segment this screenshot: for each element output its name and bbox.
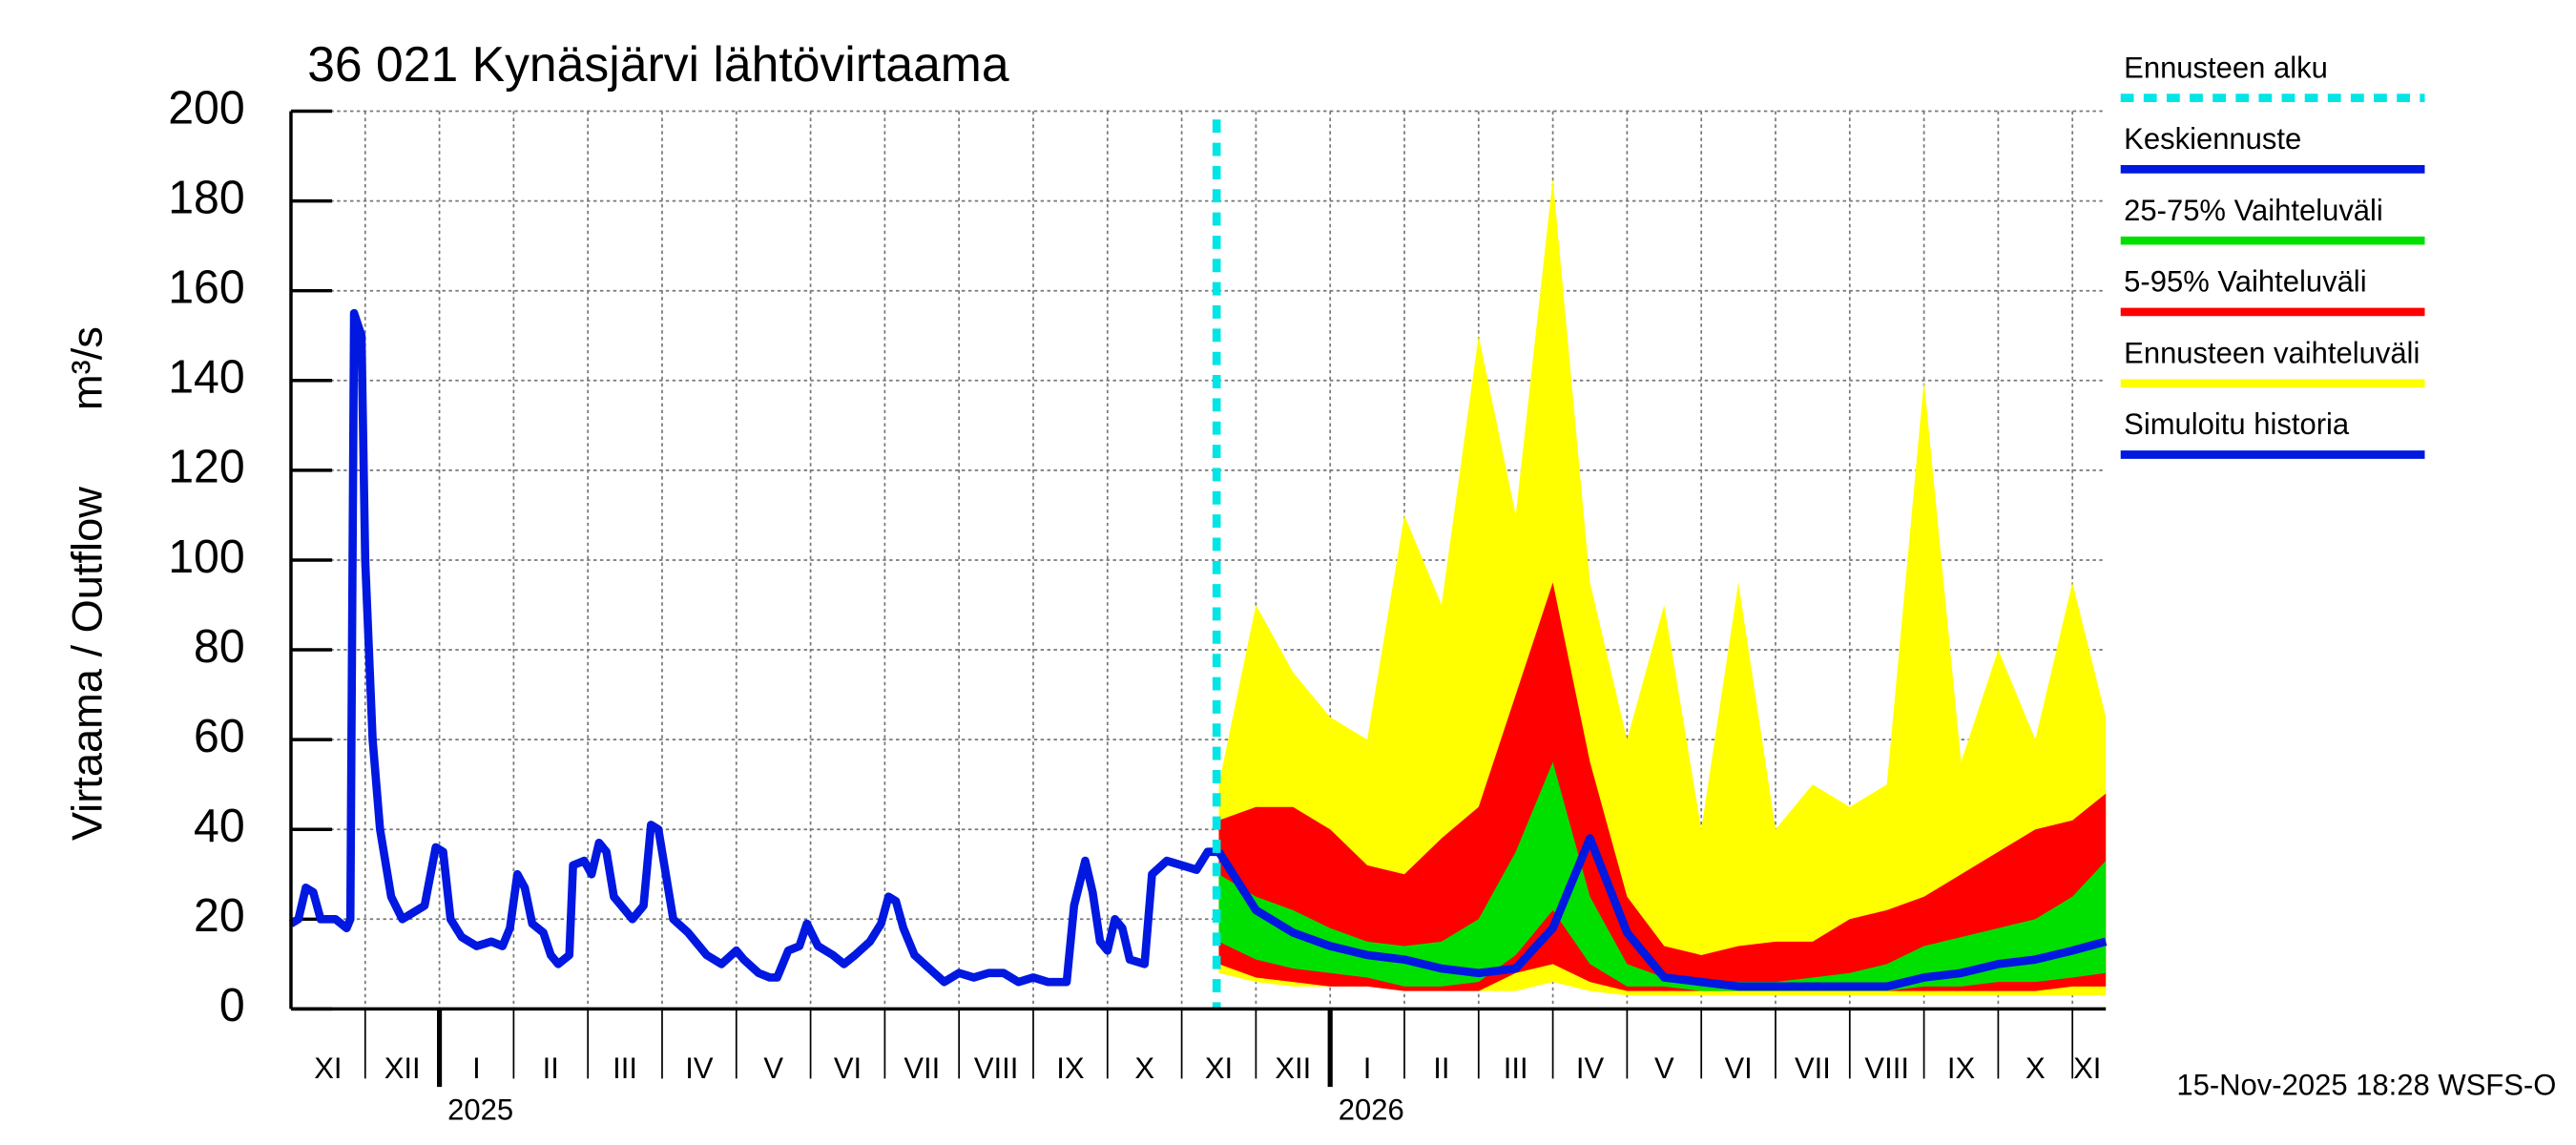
x-tick-label: IX (1947, 1051, 1976, 1085)
x-tick-label: I (1363, 1051, 1372, 1085)
y-tick-label: 60 (194, 711, 245, 762)
y-tick-label: 40 (194, 801, 245, 852)
y-tick-label: 160 (168, 261, 244, 313)
x-tick-label: IX (1056, 1051, 1085, 1085)
forecast-band (1218, 761, 2107, 991)
y-tick-label: 100 (168, 531, 244, 583)
year-label: 2026 (1339, 1093, 1404, 1126)
y-tick-label: 20 (194, 890, 245, 942)
legend-label: Simuloitu historia (2124, 407, 2350, 441)
x-tick-label: VI (834, 1051, 862, 1085)
legend-label: Ennusteen vaihteluväli (2124, 336, 2420, 369)
series-line (288, 308, 1217, 987)
x-tick-label: VIII (974, 1051, 1019, 1085)
y-tick-label: 180 (168, 172, 244, 223)
y-tick-label: 80 (194, 621, 245, 673)
legend-label: Keskiennuste (2124, 122, 2301, 156)
y-tick-label: 120 (168, 442, 244, 493)
y-tick-label: 200 (168, 82, 244, 134)
x-tick-label: XI (1205, 1051, 1233, 1085)
legend-label: 25-75% Vaihteluväli (2124, 194, 2383, 227)
x-tick-label: VII (1795, 1051, 1831, 1085)
x-tick-label: XII (384, 1051, 421, 1085)
x-tick-label: I (472, 1051, 481, 1085)
x-tick-label: II (1433, 1051, 1449, 1085)
x-tick-label: IV (1576, 1051, 1605, 1085)
x-tick-label: V (1654, 1051, 1674, 1085)
forecast-band (1218, 582, 2107, 991)
legend-label: Ennusteen alku (2124, 51, 2328, 84)
chart-title: 36 021 Kynäsjärvi lähtövirtaama (307, 37, 1009, 93)
x-tick-label: VIII (1864, 1051, 1909, 1085)
y-tick-label: 140 (168, 351, 244, 403)
x-tick-label: V (763, 1051, 783, 1085)
x-tick-label: III (613, 1051, 637, 1085)
x-tick-label: XII (1275, 1051, 1311, 1085)
x-tick-label: VII (904, 1051, 940, 1085)
x-tick-label: III (1504, 1051, 1528, 1085)
footer: 15-Nov-2025 18:28 WSFS-O (2176, 1068, 2556, 1101)
x-tick-label: X (1134, 1051, 1154, 1085)
legend-label: 5-95% Vaihteluväli (2124, 265, 2366, 299)
y-axis-label: Virtaama / Outflow (63, 487, 112, 842)
y-tick-label: 0 (219, 980, 245, 1031)
x-tick-label: IV (685, 1051, 714, 1085)
y-axis-unit: m³/s (63, 326, 112, 410)
x-tick-label: X (2025, 1051, 2046, 1085)
x-tick-label: XI (2073, 1051, 2101, 1085)
forecast-band (1218, 178, 2107, 996)
x-tick-label: II (543, 1051, 559, 1085)
series-line (1215, 834, 2108, 991)
x-tick-label: XI (314, 1051, 342, 1085)
x-tick-label: VI (1724, 1051, 1752, 1085)
year-label: 2025 (447, 1093, 513, 1126)
